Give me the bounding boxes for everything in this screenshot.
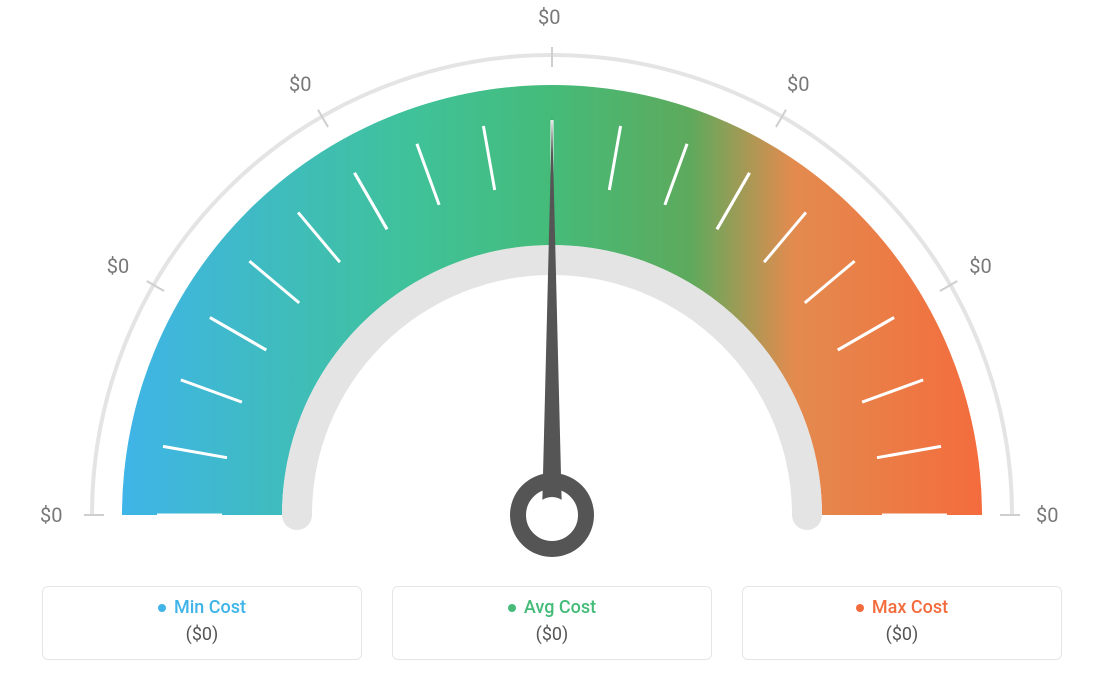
legend-value-max: ($0) (763, 624, 1041, 645)
gauge-tick-label: $0 (1036, 503, 1058, 527)
dot-icon (508, 604, 516, 612)
gauge-tick-label: $0 (538, 5, 560, 29)
legend-value-avg: ($0) (413, 624, 691, 645)
legend-label-avg: Avg Cost (524, 597, 596, 618)
legend-card-avg: Avg Cost ($0) (392, 586, 712, 661)
dot-icon (856, 604, 864, 612)
gauge-tick-label: $0 (969, 254, 991, 278)
legend-value-min: ($0) (63, 624, 341, 645)
gauge-wrapper: $0$0$0$0$0$0$0 (52, 20, 1052, 540)
legend-label-max: Max Cost (872, 597, 948, 618)
legend-card-max: Max Cost ($0) (742, 586, 1062, 661)
cost-gauge-chart: $0 $0 $0 $0 $0 $0 $0 Min Cost ($0) Avg Cost ($… (0, 0, 1104, 690)
legend-row: Min Cost ($0) Avg Cost ($0) Max Cost ($0… (42, 586, 1062, 661)
legend-label-min: Min Cost (174, 597, 246, 618)
gauge-tick-label: $0 (289, 72, 311, 96)
legend-card-min: Min Cost ($0) (42, 586, 362, 661)
gauge-tick-label: $0 (40, 503, 62, 527)
legend-title-max: Max Cost (856, 597, 948, 618)
legend-title-min: Min Cost (158, 597, 246, 618)
legend-title-avg: Avg Cost (508, 597, 596, 618)
gauge-tick-label: $0 (107, 254, 129, 278)
gauge-tick-label: $0 (787, 72, 809, 96)
gauge-svg (52, 20, 1052, 560)
dot-icon (158, 604, 166, 612)
